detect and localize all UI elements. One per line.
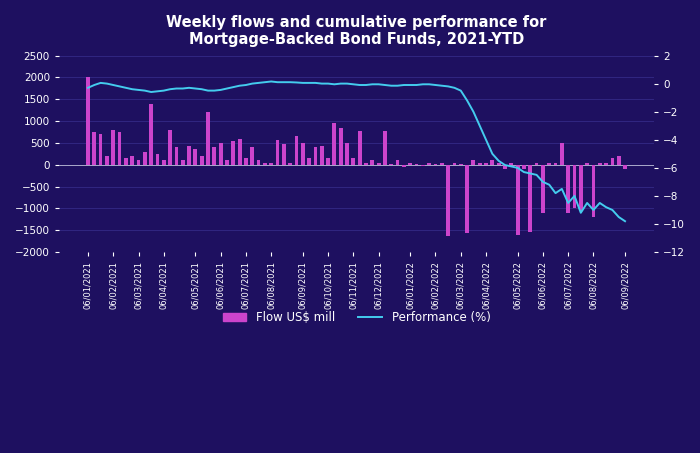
Bar [105, 156, 108, 165]
Bar [566, 165, 570, 213]
Bar [168, 130, 172, 165]
Bar [522, 165, 526, 169]
Title: Weekly flows and cumulative performance for
Mortgage-Backed Bond Funds, 2021-YTD: Weekly flows and cumulative performance … [167, 15, 547, 48]
Bar [307, 158, 311, 165]
Bar [130, 156, 134, 165]
Bar [149, 104, 153, 165]
Bar [389, 164, 393, 165]
Bar [547, 163, 551, 165]
Bar [585, 163, 589, 165]
Bar [345, 143, 349, 165]
Bar [288, 163, 292, 165]
Bar [364, 163, 368, 165]
Bar [598, 163, 602, 165]
Bar [257, 160, 260, 165]
Bar [301, 143, 304, 165]
Bar [174, 147, 179, 165]
Bar [402, 165, 406, 167]
Bar [395, 160, 400, 165]
Bar [503, 165, 507, 169]
Bar [244, 158, 248, 165]
Bar [535, 163, 538, 165]
Bar [339, 129, 342, 165]
Bar [421, 165, 425, 166]
Bar [459, 164, 463, 165]
Bar [86, 77, 90, 165]
Bar [472, 160, 475, 165]
Bar [351, 158, 355, 165]
Bar [212, 147, 216, 165]
Bar [206, 112, 210, 165]
Bar [193, 149, 197, 165]
Bar [270, 163, 273, 165]
Bar [623, 165, 627, 169]
Bar [181, 160, 185, 165]
Bar [219, 143, 223, 165]
Bar [497, 163, 500, 165]
Bar [232, 141, 235, 165]
Bar [433, 164, 438, 165]
Bar [604, 163, 608, 165]
Bar [478, 163, 482, 165]
Bar [528, 165, 532, 232]
Bar [383, 130, 387, 165]
Bar [370, 160, 374, 165]
Bar [541, 165, 545, 213]
Bar [516, 165, 519, 235]
Bar [491, 160, 494, 165]
Bar [320, 146, 323, 165]
Bar [560, 143, 564, 165]
Bar [554, 163, 557, 165]
Bar [162, 160, 166, 165]
Bar [358, 130, 362, 165]
Bar [617, 156, 621, 165]
Bar [592, 165, 595, 217]
Bar [427, 163, 431, 165]
Bar [238, 139, 242, 165]
Bar [377, 163, 381, 165]
Bar [199, 156, 204, 165]
Bar [510, 163, 513, 165]
Bar [573, 165, 576, 208]
Bar [118, 132, 122, 165]
Bar [276, 140, 279, 165]
Bar [414, 164, 419, 165]
Bar [111, 130, 115, 165]
Bar [332, 123, 336, 165]
Bar [136, 160, 141, 165]
Bar [295, 136, 298, 165]
Bar [251, 147, 254, 165]
Bar [99, 134, 102, 165]
Bar [187, 146, 191, 165]
Bar [452, 163, 456, 165]
Legend: Flow US$ mill, Performance (%): Flow US$ mill, Performance (%) [218, 306, 495, 329]
Bar [143, 152, 147, 165]
Bar [282, 144, 286, 165]
Bar [610, 158, 615, 165]
Bar [124, 158, 128, 165]
Bar [314, 147, 317, 165]
Bar [155, 154, 160, 165]
Bar [408, 163, 412, 165]
Bar [263, 163, 267, 165]
Bar [92, 132, 96, 165]
Bar [466, 165, 469, 233]
Bar [446, 165, 450, 236]
Bar [326, 158, 330, 165]
Bar [225, 160, 229, 165]
Bar [579, 165, 582, 211]
Bar [484, 163, 488, 165]
Bar [440, 163, 444, 165]
